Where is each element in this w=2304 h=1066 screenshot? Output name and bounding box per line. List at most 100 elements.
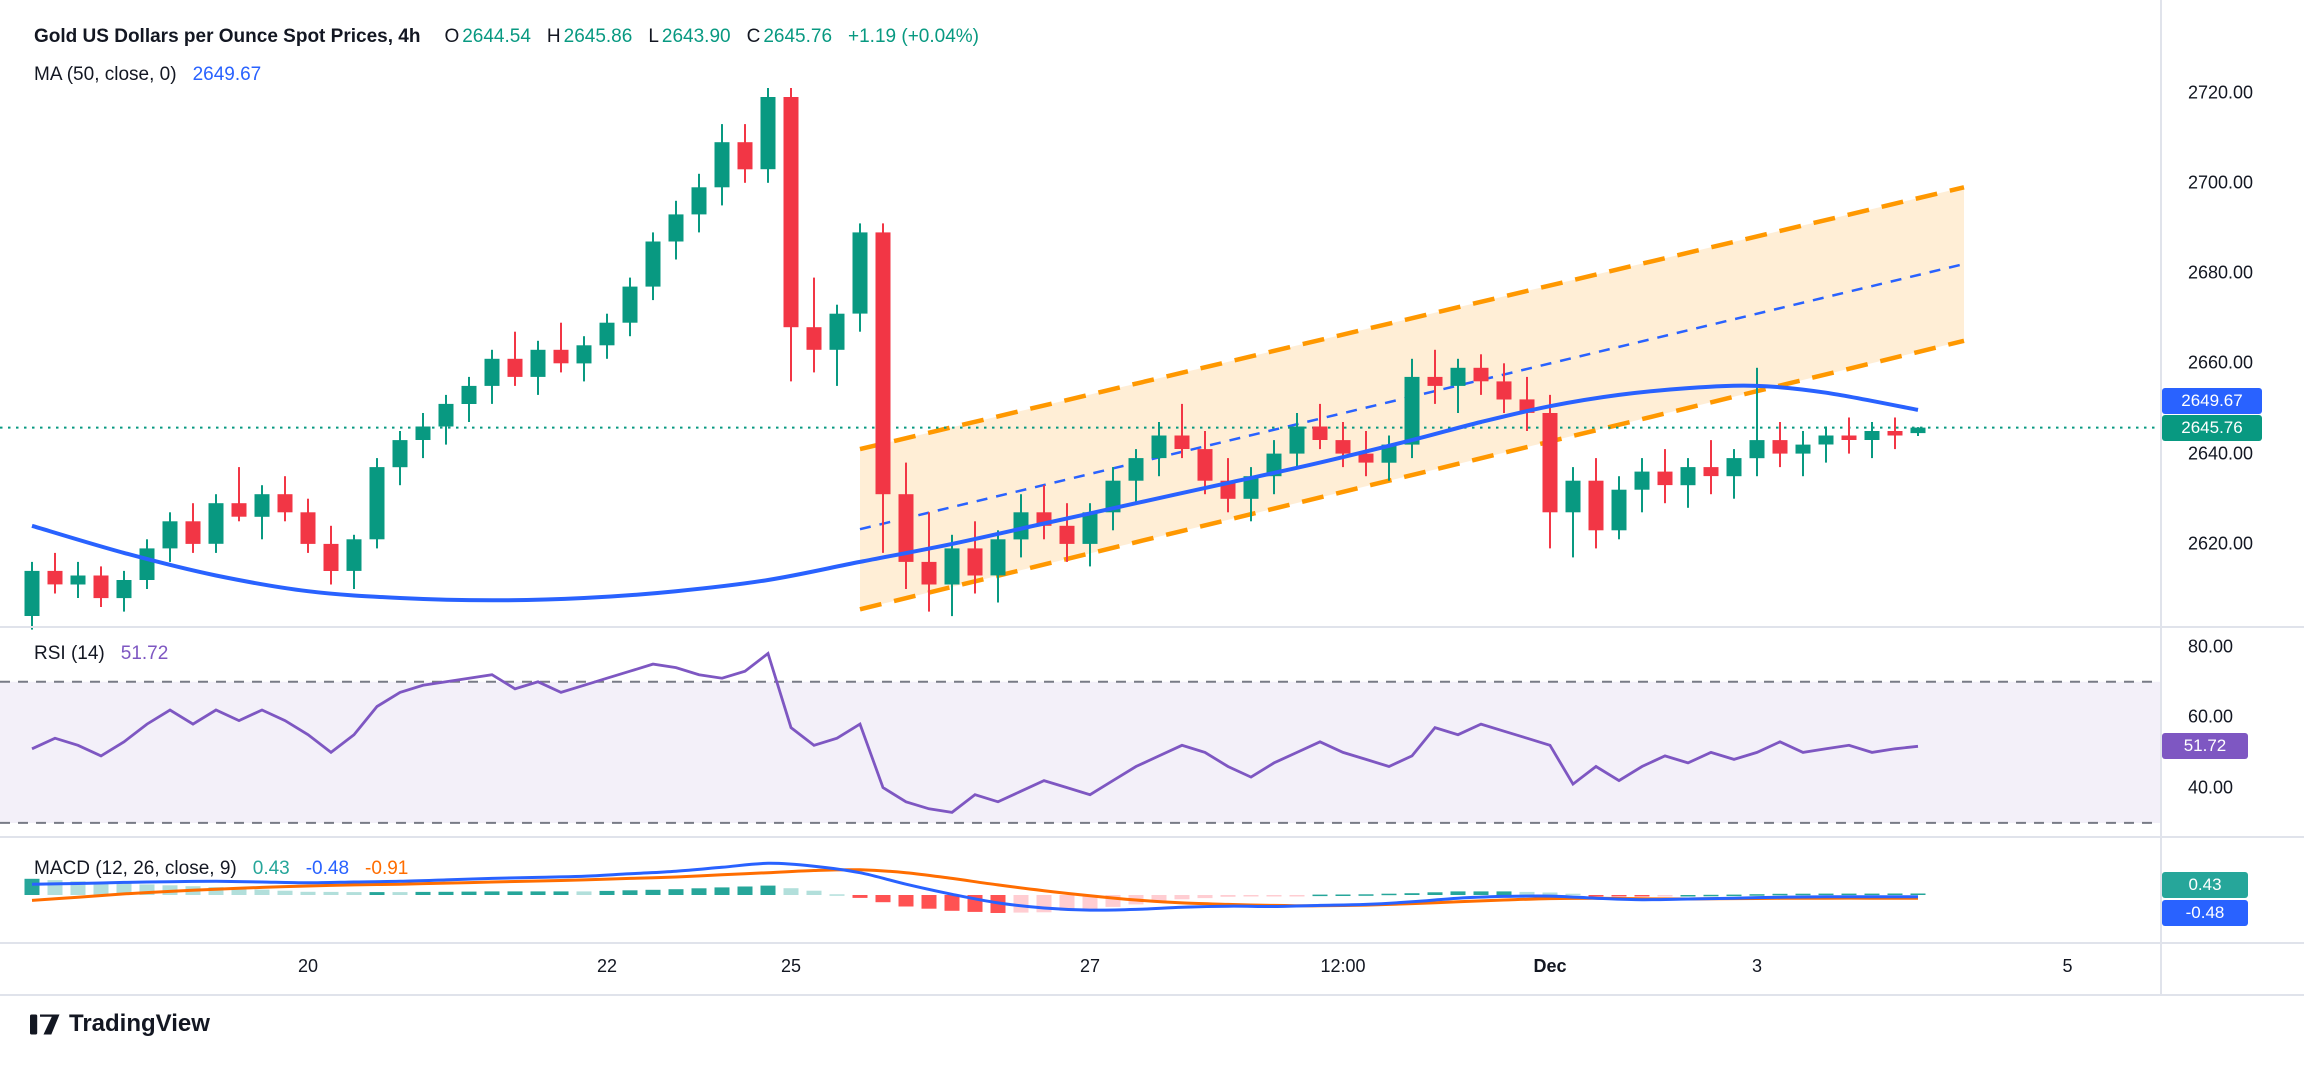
macd-histogram-bar	[1565, 893, 1581, 896]
symbol-legend: Gold US Dollars per Ounce Spot Prices, 4…	[34, 26, 979, 48]
axis-tick-label: 2720.00	[2188, 82, 2254, 102]
ohlc-open: O 2644.54	[444, 26, 530, 48]
macd-legend: MACD (12, 26, close, 9) 0.43 -0.48 -0.91	[34, 858, 408, 880]
macd-histogram-bar	[668, 889, 684, 895]
macd-histogram-bar	[1910, 893, 1926, 895]
ohlc-high: H 2645.86	[547, 26, 632, 48]
time-axis[interactable]: 20 22 25 27 12:00 Dec 3 5	[0, 944, 2304, 994]
ma-legend: MA (50, close, 0) 2649.67	[34, 64, 261, 86]
macd-histogram-bar	[1634, 895, 1650, 897]
time-tick-label: 20	[297, 956, 319, 976]
macd-histogram-bar	[1289, 895, 1305, 897]
macd-histogram-bar	[1496, 891, 1512, 895]
pane-separator-main-rsi[interactable]	[0, 626, 2304, 628]
macd-histogram-bar	[438, 891, 454, 895]
change-value: +1.19 (+0.04%)	[848, 26, 979, 47]
macd-label: MACD (12, 26, close, 9)	[34, 858, 237, 879]
macd-histogram-bar	[507, 891, 523, 895]
tradingview-logo[interactable]: TradingView	[30, 1010, 210, 1038]
axis-tick-label: 2700.00	[2188, 172, 2254, 193]
macd-histogram-bar	[1381, 893, 1397, 896]
time-tick-label: 12:00	[1320, 956, 1366, 976]
macd-histogram-bar	[1427, 892, 1443, 895]
axis-tick-label: 60.00	[2188, 706, 2234, 727]
time-axis-separator	[0, 942, 2304, 944]
axis-tick-label: 40.00	[2188, 777, 2234, 798]
axis-tick-label: 2640.00	[2188, 443, 2254, 464]
macd-histogram-bar	[24, 878, 40, 895]
macd-histogram-bar	[1473, 891, 1489, 895]
macd-histogram-bar	[1105, 895, 1121, 907]
macd-histogram-bar	[691, 888, 707, 895]
macd-histogram-bar	[346, 892, 362, 895]
macd-histogram-bar	[1680, 895, 1696, 897]
macd-histogram-bar	[806, 890, 822, 895]
macd-histogram-bar	[484, 891, 500, 895]
macd-histogram-bar	[760, 885, 776, 895]
price-axis[interactable]: 2720.00 2700.00 2680.00 2660.00 2640.00 2620.…	[2162, 0, 2304, 942]
open-value: 2644.54	[462, 26, 531, 47]
macd-hist-value: 0.43	[252, 858, 290, 879]
ma-value: 2649.67	[192, 64, 262, 85]
macd-histogram-bar	[1749, 894, 1765, 896]
macd-histogram-bar	[714, 887, 730, 895]
rsi-band-fill	[0, 681, 2160, 823]
macd-histogram-bar	[1266, 895, 1282, 897]
rsi-value: 51.72	[120, 643, 169, 664]
macd-histogram-bar	[392, 892, 408, 895]
macd-histogram-bar	[461, 891, 477, 895]
macd-histogram-bar	[1358, 894, 1374, 896]
rsi-label: RSI (14)	[34, 643, 105, 664]
macd-histogram-bar	[1542, 892, 1558, 895]
macd-histogram-bar	[323, 891, 339, 895]
macd-histogram-bar	[852, 895, 868, 898]
axis-tick-label: 80.00	[2188, 636, 2234, 656]
macd-histogram-bar	[622, 890, 638, 895]
macd-histogram-bar	[553, 891, 569, 895]
low-label: L	[648, 26, 659, 47]
rsi-pane	[0, 651, 2160, 824]
macd-histogram-bar	[1151, 895, 1167, 902]
macd-histogram-bar	[1312, 894, 1328, 897]
high-value: 2645.86	[563, 26, 633, 47]
macd-line-value: -0.48	[305, 858, 350, 879]
macd-histogram-bar	[116, 883, 132, 895]
tradingview-logo-text: TradingView	[69, 1010, 210, 1037]
ma-price-badge: 2649.67	[2162, 388, 2262, 414]
macd-histogram-bar	[783, 888, 799, 895]
macd-line-badge: -0.48	[2162, 900, 2248, 926]
time-tick-label: 22	[596, 956, 618, 976]
ma-label: MA (50, close, 0)	[34, 64, 177, 85]
rsi-value-badge: 51.72	[2162, 733, 2248, 759]
macd-signal-value: -0.91	[365, 858, 409, 879]
macd-histogram-bar	[576, 891, 592, 895]
macd-histogram-bar	[645, 889, 661, 895]
channel-upper-line	[859, 185, 1965, 452]
macd-histogram-bar	[369, 892, 385, 895]
macd-histogram-bar	[1841, 893, 1857, 896]
rsi-legend: RSI (14) 51.72	[34, 643, 168, 665]
bottom-separator	[0, 994, 2304, 996]
open-label: O	[444, 26, 460, 47]
low-value: 2643.90	[661, 26, 731, 47]
time-tick-label: 27	[1079, 956, 1101, 976]
last-price-badge: 2645.76	[2162, 415, 2262, 441]
pane-separator-rsi-macd[interactable]	[0, 836, 2304, 838]
axis-tick-label: 2620.00	[2188, 533, 2254, 554]
axis-tick-label: 2680.00	[2188, 262, 2254, 283]
price-axis-separator	[2160, 0, 2162, 994]
macd-histogram-bar	[921, 895, 937, 909]
macd-histogram-bar	[1887, 893, 1903, 895]
tradingview-logo-icon	[30, 1014, 60, 1034]
macd-pane	[24, 861, 1926, 913]
macd-histogram-bar	[1082, 895, 1098, 910]
macd-histogram-bar	[944, 895, 960, 911]
macd-histogram-bar	[875, 895, 891, 903]
macd-histogram-bar	[829, 894, 845, 896]
macd-histogram-bar	[1818, 893, 1834, 896]
macd-histogram-bar	[1450, 891, 1466, 895]
axis-tick-label: 2660.00	[2188, 352, 2254, 373]
high-label: H	[546, 26, 561, 47]
macd-histogram-bar	[1726, 894, 1742, 897]
